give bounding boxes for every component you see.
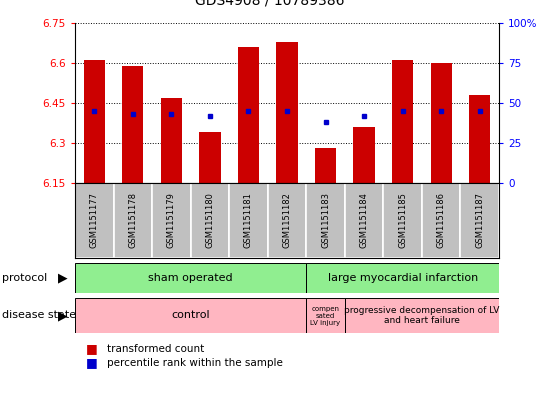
Text: percentile rank within the sample: percentile rank within the sample: [107, 358, 283, 368]
Bar: [199, 132, 220, 183]
Bar: [306, 298, 345, 333]
Text: GSM1151179: GSM1151179: [167, 193, 176, 248]
Text: GDS4908 / 10789386: GDS4908 / 10789386: [195, 0, 344, 8]
Text: GSM1151185: GSM1151185: [398, 193, 407, 248]
Text: GSM1151178: GSM1151178: [128, 193, 137, 248]
Bar: [431, 63, 452, 183]
Bar: [383, 183, 422, 258]
Text: compen
sated
LV injury: compen sated LV injury: [310, 305, 341, 325]
Bar: [122, 66, 143, 183]
Text: GSM1151181: GSM1151181: [244, 193, 253, 248]
Text: GSM1151184: GSM1151184: [360, 193, 369, 248]
Bar: [469, 95, 490, 183]
Bar: [460, 183, 499, 258]
Text: ▶: ▶: [58, 309, 68, 322]
Text: GSM1151187: GSM1151187: [475, 193, 484, 248]
Text: GSM1151186: GSM1151186: [437, 193, 446, 248]
Text: GSM1151182: GSM1151182: [282, 193, 292, 248]
Bar: [268, 183, 306, 258]
Bar: [84, 61, 105, 183]
Bar: [354, 127, 375, 183]
Bar: [75, 263, 306, 293]
Bar: [229, 183, 268, 258]
Bar: [345, 298, 499, 333]
Bar: [152, 183, 191, 258]
Bar: [306, 183, 345, 258]
Text: GSM1151183: GSM1151183: [321, 193, 330, 248]
Text: large myocardial infarction: large myocardial infarction: [328, 273, 478, 283]
Bar: [422, 183, 460, 258]
Bar: [392, 61, 413, 183]
Text: protocol: protocol: [2, 273, 47, 283]
Bar: [315, 148, 336, 183]
Text: sham operated: sham operated: [148, 273, 233, 283]
Text: disease state: disease state: [2, 310, 76, 321]
Bar: [75, 298, 306, 333]
Text: ■: ■: [86, 343, 98, 356]
Text: control: control: [171, 310, 210, 321]
Text: progressive decompensation of LV
and heart failure: progressive decompensation of LV and hea…: [344, 306, 500, 325]
Bar: [306, 263, 499, 293]
Text: transformed count: transformed count: [107, 344, 205, 354]
Bar: [345, 183, 383, 258]
Text: ■: ■: [86, 356, 98, 369]
Bar: [161, 98, 182, 183]
Text: ▶: ▶: [58, 272, 68, 285]
Bar: [191, 183, 229, 258]
Bar: [75, 183, 114, 258]
Bar: [114, 183, 152, 258]
Bar: [238, 47, 259, 183]
Bar: [277, 42, 298, 183]
Text: GSM1151177: GSM1151177: [90, 193, 99, 248]
Text: GSM1151180: GSM1151180: [205, 193, 215, 248]
